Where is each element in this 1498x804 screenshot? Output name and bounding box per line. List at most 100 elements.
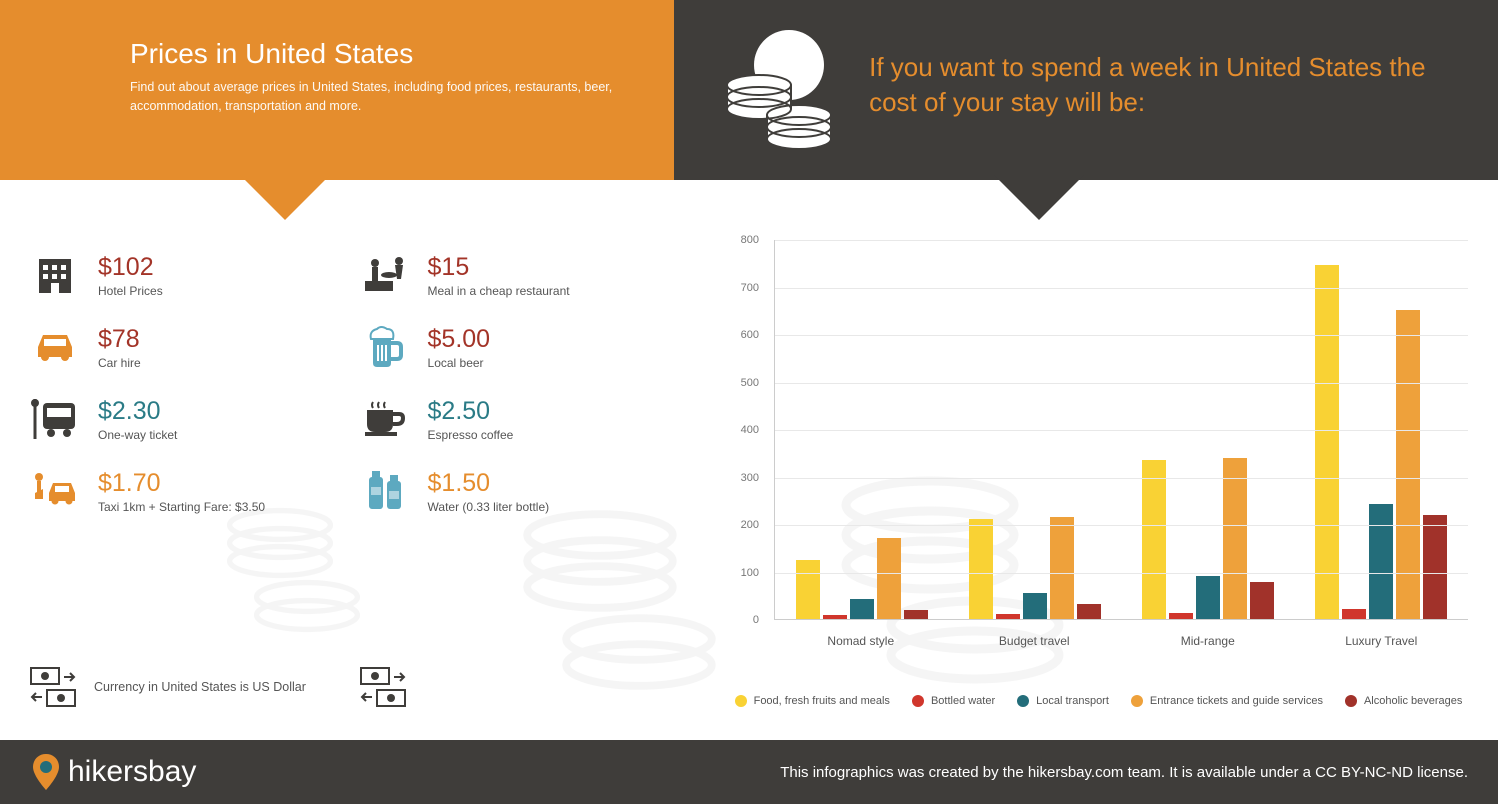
price-amount: $102 <box>98 253 163 282</box>
price-label: Local beer <box>428 356 491 370</box>
price-amount: $78 <box>98 325 141 354</box>
currency-icon-right <box>360 634 690 740</box>
legend-label: Food, fresh fruits and meals <box>754 695 890 707</box>
body: $102 Hotel Prices $78 Car hire $2.30 One… <box>0 180 1498 740</box>
x-label: Nomad style <box>774 625 947 648</box>
chart-area: 0100200300400500600700800 Nomad styleBud… <box>719 230 1498 740</box>
price-label: Taxi 1km + Starting Fare: $3.50 <box>98 500 265 514</box>
legend-item: Entrance tickets and guide services <box>1131 695 1323 707</box>
price-item: $2.30 One-way ticket <box>30 394 360 444</box>
bar <box>1315 265 1339 619</box>
x-label: Luxury Travel <box>1294 625 1467 648</box>
pin-icon <box>30 752 62 792</box>
header: Prices in United States Find out about a… <box>0 0 1498 180</box>
bar <box>1342 609 1366 619</box>
exchange-icon <box>360 667 406 707</box>
water-icon <box>360 466 410 516</box>
header-right-title: If you want to spend a week in United St… <box>869 50 1429 120</box>
price-text: $2.30 One-way ticket <box>98 397 177 442</box>
currency-row: Currency in United States is US Dollar <box>30 634 689 740</box>
coffee-icon <box>360 394 410 444</box>
bar <box>1196 576 1220 619</box>
price-item: $5.00 Local beer <box>360 322 690 372</box>
bar <box>969 519 993 619</box>
bar <box>1077 604 1101 619</box>
price-item: $102 Hotel Prices <box>30 250 360 300</box>
legend-dot <box>1345 695 1357 707</box>
price-amount: $1.50 <box>428 469 550 498</box>
y-tick: 600 <box>741 329 759 341</box>
currency-note: Currency in United States is US Dollar <box>30 634 360 740</box>
brand-logo: hikersbay <box>30 752 196 792</box>
meal-icon <box>360 250 410 300</box>
legend-item: Bottled water <box>912 695 995 707</box>
legend-label: Alcoholic beverages <box>1364 695 1462 707</box>
y-tick: 300 <box>741 472 759 484</box>
price-item: $15 Meal in a cheap restaurant <box>360 250 690 300</box>
price-amount: $2.50 <box>428 397 514 426</box>
page-title: Prices in United States <box>130 38 624 70</box>
bar <box>904 610 928 620</box>
price-label: Car hire <box>98 356 141 370</box>
hotel-icon <box>30 250 80 300</box>
car-icon <box>30 322 80 372</box>
y-tick: 400 <box>741 424 759 436</box>
price-item: $2.50 Espresso coffee <box>360 394 690 444</box>
bar <box>1142 460 1166 619</box>
beer-icon <box>360 322 410 372</box>
bar <box>850 599 874 619</box>
bar <box>796 560 820 619</box>
legend-dot <box>735 695 747 707</box>
price-text: $5.00 Local beer <box>428 325 491 370</box>
price-amount: $1.70 <box>98 469 265 498</box>
legend-dot <box>912 695 924 707</box>
x-label: Budget travel <box>948 625 1121 648</box>
y-tick: 0 <box>753 614 759 626</box>
bar <box>996 614 1020 619</box>
price-list: $102 Hotel Prices $78 Car hire $2.30 One… <box>0 230 719 740</box>
price-label: Water (0.33 liter bottle) <box>428 500 550 514</box>
legend-item: Food, fresh fruits and meals <box>735 695 890 707</box>
bar <box>877 538 901 619</box>
weekly-cost-chart: 0100200300400500600700800 Nomad styleBud… <box>729 240 1468 660</box>
legend-label: Entrance tickets and guide services <box>1150 695 1323 707</box>
x-label: Mid-range <box>1121 625 1294 648</box>
legend-item: Alcoholic beverages <box>1345 695 1462 707</box>
price-text: $15 Meal in a cheap restaurant <box>428 253 570 298</box>
price-item: $78 Car hire <box>30 322 360 372</box>
y-tick: 800 <box>741 234 759 246</box>
legend-dot <box>1017 695 1029 707</box>
header-left: Prices in United States Find out about a… <box>0 0 674 180</box>
coins-icon <box>704 30 844 170</box>
y-tick: 500 <box>741 377 759 389</box>
price-item: $1.50 Water (0.33 liter bottle) <box>360 466 690 516</box>
price-text: $102 Hotel Prices <box>98 253 163 298</box>
price-text: $78 Car hire <box>98 325 141 370</box>
bar <box>1050 517 1074 619</box>
legend-item: Local transport <box>1017 695 1109 707</box>
chart-legend: Food, fresh fruits and meals Bottled wate… <box>729 695 1468 707</box>
legend-label: Local transport <box>1036 695 1109 707</box>
footer-credit: This infographics was created by the hik… <box>780 764 1468 781</box>
brand-name: hikersbay <box>68 755 196 789</box>
bus-icon <box>30 394 80 444</box>
bar <box>1369 504 1393 619</box>
price-text: $2.50 Espresso coffee <box>428 397 514 442</box>
header-right: If you want to spend a week in United St… <box>674 0 1498 180</box>
y-tick: 200 <box>741 519 759 531</box>
price-amount: $5.00 <box>428 325 491 354</box>
price-label: One-way ticket <box>98 428 177 442</box>
bar <box>1023 593 1047 619</box>
legend-label: Bottled water <box>931 695 995 707</box>
bar <box>823 615 847 619</box>
bar <box>1169 613 1193 619</box>
price-label: Espresso coffee <box>428 428 514 442</box>
bar <box>1423 515 1447 620</box>
bar <box>1250 582 1274 619</box>
price-text: $1.50 Water (0.33 liter bottle) <box>428 469 550 514</box>
price-label: Meal in a cheap restaurant <box>428 284 570 298</box>
price-label: Hotel Prices <box>98 284 163 298</box>
footer: hikersbay This infographics was created … <box>0 740 1498 804</box>
y-tick: 700 <box>741 282 759 294</box>
page-subtitle: Find out about average prices in United … <box>130 78 624 116</box>
